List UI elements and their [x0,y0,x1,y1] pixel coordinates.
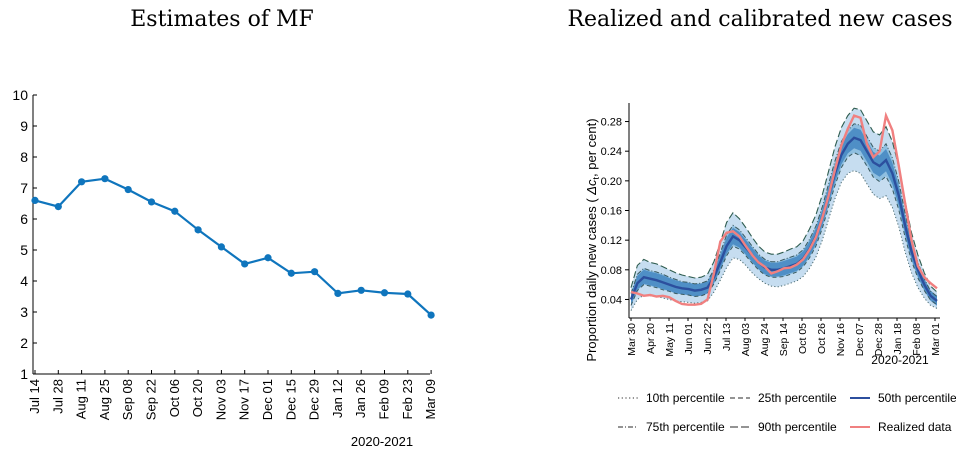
mf-y-tick-label: 9 [20,118,28,134]
cases-x-tick-label: Mar 30 [626,323,638,356]
cases-x-tick-label: Aug 24 [759,323,771,356]
mf-x-tick-label: Sep 08 [120,379,135,420]
mf-x-tick-label: Aug 11 [74,379,89,419]
mf-x-tick-label: Nov 17 [237,379,252,420]
mf-x-tick-label: Jan 26 [353,379,368,418]
p90-line [630,107,938,293]
mf-data-point [380,289,389,297]
mf-data-point [404,290,412,298]
cases-x-tick-label: Jan 18 [892,323,904,355]
cases-chart: Realized and calibrated new cases Propor… [567,7,956,434]
p75-line [630,123,938,297]
mf-chart-title: Estimates of MF [130,7,314,32]
mf-x-tick-label: Aug 25 [97,379,112,420]
cases-x-tick-label: Mar 01 [930,323,942,356]
p25-line [630,152,938,306]
mf-data-point [357,286,365,294]
mf-data-point [241,260,249,268]
mf-y-tick-label: 7 [20,180,28,196]
cases-x-tick-label: Aug 03 [740,323,752,356]
mf-data-point [54,203,62,211]
mf-x-tick-label: Nov 03 [213,379,228,420]
cases-chart-title: Realized and calibrated new cases [567,7,952,32]
band-inner [631,127,937,306]
mf-x-tick-label: Sep 22 [144,379,159,420]
realized-line [630,111,938,306]
mf-y-tick-label: 5 [20,242,28,258]
mf-x-tick-label: Dec 15 [283,379,298,420]
mf-data-point [334,289,342,297]
mf-data-point [78,178,86,186]
cases-y-tick-label: 0.20 [601,176,622,188]
legend-label: 10th percentile [646,391,725,405]
p10-line [630,169,938,311]
mf-data-point [124,185,132,194]
cases-y-tick-label: 0.28 [601,117,622,129]
cases-x-axis-label: 2020-2021 [871,353,929,367]
mf-series-line [34,177,432,316]
mf-data-point [194,226,202,234]
cases-y-axis-label: Proportion daily new cases ( Δct, per ce… [584,118,601,361]
cases-y-tick-label: 0.04 [601,294,622,306]
cases-x-tick-label: Feb 08 [911,323,923,356]
legend-label: 25th percentile [758,391,837,405]
mf-x-tick-label: Jan 12 [330,379,345,418]
cases-x-tick-label: Sep 14 [778,323,790,356]
cases-x-tick-label: Jul 13 [721,323,733,351]
cases-y-tick-label: 0.08 [601,265,622,277]
cases-x-tick-label: Jun 22 [702,323,714,355]
cases-x-tick-label: Jun 01 [683,323,695,355]
mf-data-point [287,269,295,277]
mf-y-tick-label: 2 [20,335,28,351]
cases-y-tick-label: 0.16 [601,206,622,218]
mf-data-point [147,198,156,206]
mf-data-point [31,196,39,204]
mf-y-tick-label: 6 [20,211,28,227]
cases-y-tick-label: 0.24 [601,146,622,158]
cases-x-tick-label: Nov 16 [835,323,847,356]
mf-data-point [217,243,225,251]
mf-data-point [311,268,319,276]
mf-y-tick-label: 3 [20,304,28,320]
mf-x-tick-label: Dec 29 [307,379,322,420]
mf-y-tick-label: 1 [20,366,28,382]
cases-x-tick-label: Dec 07 [854,323,866,356]
mf-data-point [264,254,272,262]
cases-x-tick-label: May 11 [664,323,676,357]
cases-x-tick-label: Oct 26 [816,323,828,354]
cases-x-tick-label: Apr 20 [645,323,657,354]
legend-label: 50th percentile [878,391,956,405]
mf-x-tick-label: Dec 01 [260,379,275,420]
legend-label: 90th percentile [758,420,837,434]
cases-legend: 10th percentile 25th percentile 50th perce… [618,391,956,434]
mf-y-tick-label: 10 [12,87,28,103]
mf-chart: Estimates of MF 1 2 3 4 5 6 7 8 9 10 Jul 14 Jul 28… [12,7,438,449]
mf-x-tick-label: Jul 14 [27,379,42,414]
mf-x-tick-label: Jul 28 [50,379,65,414]
mf-y-tick-label: 4 [20,273,28,289]
legend-label: 75th percentile [646,420,725,434]
mf-data-point [101,175,109,183]
mf-x-tick-label: Oct 06 [167,379,182,417]
mf-data-point [427,311,435,319]
legend-label: Realized data [878,420,952,434]
mf-x-tick-label: Mar 09 [423,379,438,419]
mf-x-tick-label: Feb 23 [400,379,415,419]
cases-x-tick-label: Oct 05 [797,323,809,354]
cases-x-tick-label: Dec 28 [873,323,885,356]
mf-y-tick-label: 8 [20,149,28,165]
mf-x-axis-label: 2020-2021 [351,434,413,449]
mf-x-tick-label: Oct 20 [190,379,205,417]
mf-data-point [171,207,179,215]
mf-x-tick-label: Feb 09 [377,379,392,419]
band-10-90 [631,108,937,311]
cases-y-tick-label: 0.12 [601,235,622,247]
